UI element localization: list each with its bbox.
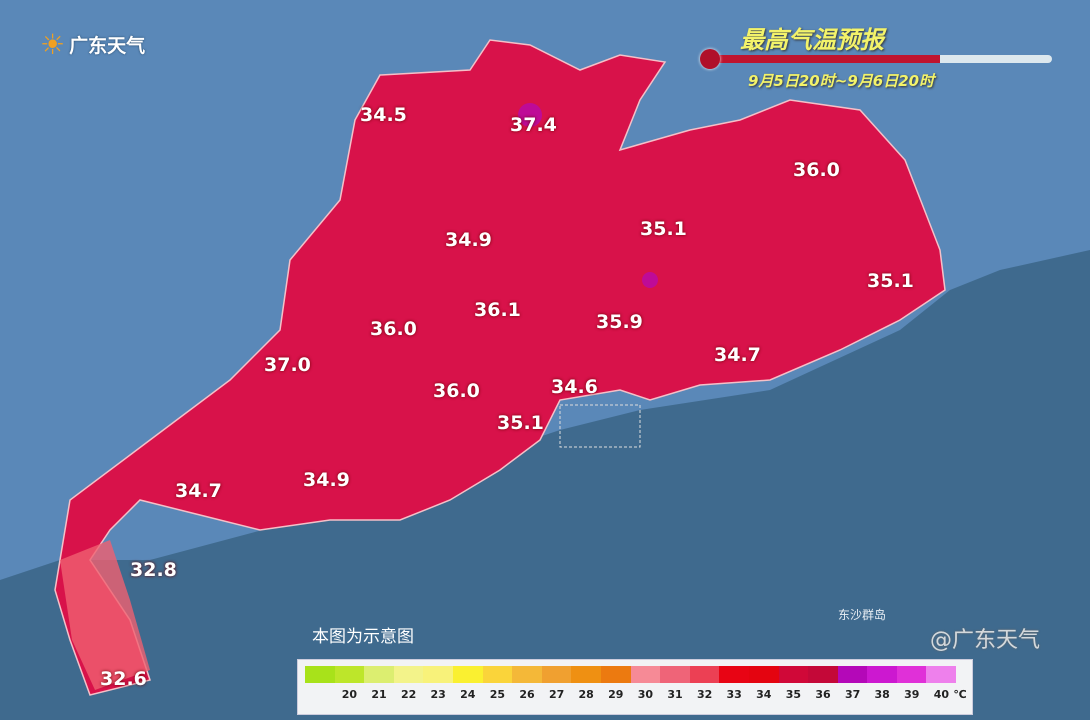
legend-swatch — [748, 666, 779, 683]
hot-spot — [518, 103, 542, 127]
map-title: 最高气温预报 — [740, 26, 884, 54]
legend-tick: 30 — [637, 688, 654, 701]
legend-swatch — [423, 666, 453, 683]
temp-label: 36.1 — [474, 299, 521, 321]
schematic-note: 本图为示意图 — [312, 627, 414, 647]
legend-tick: 20 — [341, 688, 358, 701]
temp-label: 37.0 — [264, 354, 311, 376]
temp-label: 37.4 — [510, 114, 557, 136]
temp-label: 34.7 — [175, 480, 222, 502]
leizhou-cooler-zone — [60, 540, 150, 690]
legend-unit: ℃ — [953, 688, 967, 701]
legend-tick: 39 — [904, 688, 920, 701]
legend-swatch — [630, 666, 661, 683]
temp-label: 35.1 — [640, 218, 687, 240]
legend-tick: 40 — [933, 688, 950, 701]
logo: ☀ 广东天气 — [40, 28, 145, 61]
legend-tick: 24 — [460, 688, 476, 701]
legend-swatch — [364, 666, 394, 683]
legend-tick: 22 — [400, 688, 417, 701]
legend-tick: 27 — [548, 688, 565, 701]
temp-label: 35.1 — [497, 412, 544, 434]
legend-tick: 33 — [726, 688, 742, 701]
guangdong-province — [54, 39, 946, 696]
legend-swatch — [305, 666, 335, 683]
legend-tick: 29 — [608, 688, 624, 701]
temp-label: 34.5 — [360, 104, 407, 126]
legend-tick: 31 — [667, 688, 683, 701]
legend-swatch — [660, 666, 690, 683]
dongsha-islands-label: 东沙群岛 — [838, 608, 887, 622]
temp-label: 32.8 — [130, 559, 177, 581]
legend-tick: 26 — [519, 688, 535, 701]
legend-tick: 32 — [696, 688, 713, 701]
legend-swatch — [719, 666, 749, 683]
temp-label: 35.1 — [867, 270, 914, 292]
temp-label: 34.7 — [714, 344, 761, 366]
legend-swatch — [541, 666, 572, 683]
logo-text: 广东天气 — [69, 35, 146, 57]
temp-label: 34.9 — [445, 229, 492, 251]
legend-swatch — [896, 666, 927, 683]
sun-cloud-icon: ☀ — [40, 28, 66, 61]
temp-label: 35.9 — [596, 311, 643, 333]
legend-swatch — [512, 666, 542, 683]
legend-swatch — [482, 666, 513, 683]
temp-label: 36.0 — [433, 380, 480, 402]
temp-label: 36.0 — [370, 318, 417, 340]
legend-tick: 23 — [430, 688, 446, 701]
watermark: @广东天气 — [930, 628, 1041, 653]
thermometer-icon — [700, 49, 1055, 69]
legend-tick: 25 — [489, 688, 506, 701]
hongkong-macau-box — [559, 404, 641, 448]
legend-tick: 35 — [785, 688, 802, 701]
legend-swatch — [571, 666, 601, 683]
legend-tick: 38 — [874, 688, 890, 701]
forecast-period: 9月5日20时~9月6日20时 — [748, 72, 935, 90]
legend-swatch — [452, 666, 483, 683]
legend-tick: 34 — [756, 688, 772, 701]
legend-swatch — [393, 666, 424, 683]
legend-swatch — [808, 666, 838, 683]
legend-swatch — [689, 666, 720, 683]
temp-label: 36.0 — [793, 159, 840, 181]
legend-tick: 36 — [815, 688, 831, 701]
legend-tick: 37 — [844, 688, 861, 701]
hot-spot — [642, 272, 658, 288]
legend-swatch — [837, 666, 868, 683]
legend-swatch — [778, 666, 809, 683]
temp-label: 34.9 — [303, 469, 350, 491]
temp-label: 32.6 — [100, 668, 147, 690]
legend-swatch — [867, 666, 897, 683]
legend-tick: 21 — [371, 688, 387, 701]
temp-label: 34.6 — [551, 376, 598, 398]
legend-swatch — [334, 666, 365, 683]
legend-swatch — [926, 666, 957, 683]
temperature-legend: 20 21 22 23 24 25 26 27 28 29 30 31 32 33 34 35 36 37 38 39… — [297, 659, 973, 715]
legend-tick: 28 — [578, 688, 594, 701]
legend-swatch — [600, 666, 631, 683]
